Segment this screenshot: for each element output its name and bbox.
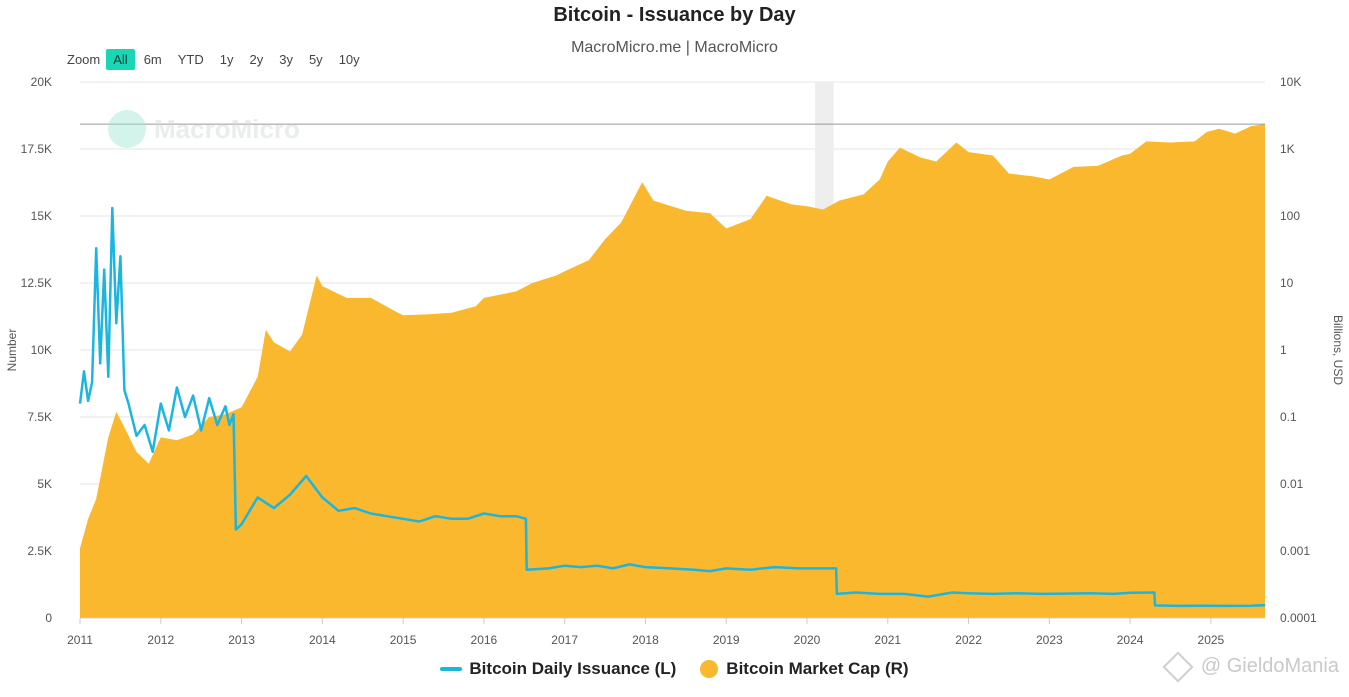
- zoom-all-button[interactable]: All: [106, 48, 135, 70]
- x-tick-label: 2016: [471, 633, 498, 647]
- y-left-axis-title: Number: [5, 329, 19, 372]
- issuance-layer: [78, 206, 1266, 608]
- zoom-label: Zoom: [67, 51, 101, 67]
- x-tick-label: 2014: [309, 633, 336, 647]
- x-tick-label: 2011: [67, 633, 93, 647]
- y-left-tick-label: 20K: [31, 75, 52, 89]
- x-tick-label: 2018: [632, 633, 659, 647]
- macromicro-logo-icon: [108, 110, 146, 148]
- y-left-tick-label: 5K: [37, 477, 52, 491]
- legend-line-symbol: [440, 667, 463, 671]
- x-tick-label: 2020: [794, 633, 821, 647]
- zoom-5y-button[interactable]: 5y: [308, 51, 323, 67]
- zoom-bar: Zoom All 6m YTD 1y 2y 3y 5y 10y: [67, 48, 369, 70]
- y-left-tick-label: 15K: [31, 209, 52, 223]
- legend-label-issuance: Bitcoin Daily Issuance (L): [469, 659, 677, 678]
- issuance-line: [78, 206, 1266, 608]
- zoom-ytd-button[interactable]: YTD: [177, 51, 204, 67]
- y-left-tick-label: 0: [45, 611, 52, 625]
- y-right-tick-label: 0.01: [1280, 477, 1304, 491]
- y-right-tick-label: 0.001: [1280, 544, 1310, 558]
- zoom-1y-button[interactable]: 1y: [219, 51, 234, 67]
- gieldomania-watermark: @ GieldoMania: [1162, 650, 1339, 683]
- y-right-tick-label: 10K: [1280, 75, 1301, 89]
- macromicro-logo-watermark: MacroMicro: [108, 110, 300, 148]
- y-right-tick-label: 0.1: [1280, 410, 1297, 424]
- watermark-diamond-icon: [1162, 650, 1194, 683]
- x-tick-label: 2022: [955, 633, 982, 647]
- y-right-tick-label: 1: [1280, 343, 1287, 357]
- axis-layer: 0 2.5K 5K 7.5K 10K 12.5K 15K 17.5K 20K 0.0001 0.00…: [5, 75, 1345, 647]
- y-right-tick-label: 0.0001: [1280, 611, 1317, 625]
- legend-item-issuance[interactable]: Bitcoin Daily Issuance (L): [440, 659, 676, 679]
- y-left-tick-label: 10K: [31, 343, 52, 357]
- zoom-2y-button[interactable]: 2y: [249, 51, 264, 67]
- y-right-tick-label: 1K: [1280, 142, 1295, 156]
- watermark-text: @ GieldoMania: [1200, 655, 1339, 677]
- x-tick-label: 2019: [713, 633, 740, 647]
- zoom-3y-button[interactable]: 3y: [279, 51, 293, 67]
- y-left-tick-label: 12.5K: [21, 276, 52, 290]
- macromicro-logo-text: MacroMicro: [154, 113, 300, 144]
- y-left-tick-label: 17.5K: [21, 142, 52, 156]
- chart-title: Bitcoin - Issuance by Day: [553, 4, 796, 26]
- zoom-6m-button[interactable]: 6m: [143, 51, 162, 67]
- legend-item-market-cap[interactable]: Bitcoin Market Cap (R): [700, 659, 909, 679]
- x-tick-label: 2024: [1117, 633, 1144, 647]
- x-tick-label: 2015: [390, 633, 417, 647]
- market-cap-area: [80, 124, 1265, 618]
- x-tick-label: 2021: [874, 633, 901, 647]
- x-tick-label: 2012: [147, 633, 174, 647]
- x-tick-label: 2025: [1198, 633, 1225, 647]
- x-tick-label: 2013: [228, 633, 255, 647]
- legend-label-market-cap: Bitcoin Market Cap (R): [726, 659, 909, 678]
- legend: Bitcoin Daily Issuance (L) Bitcoin Marke…: [0, 659, 1349, 679]
- market-cap-layer: [80, 123, 1265, 618]
- x-tick-label: 2023: [1036, 633, 1063, 647]
- legend-dot-symbol: [700, 660, 719, 678]
- zoom-10y-button[interactable]: 10y: [338, 51, 360, 67]
- chart-subtitle: MacroMicro.me | MacroMicro: [571, 39, 778, 56]
- y-left-tick-label: 7.5K: [27, 410, 52, 424]
- y-right-tick-label: 100: [1280, 209, 1300, 223]
- y-right-axis-title: Billions, USD: [1331, 315, 1345, 385]
- y-left-tick-label: 2.5K: [27, 544, 52, 558]
- x-tick-label: 2017: [551, 633, 578, 647]
- y-right-tick-label: 10: [1280, 276, 1294, 290]
